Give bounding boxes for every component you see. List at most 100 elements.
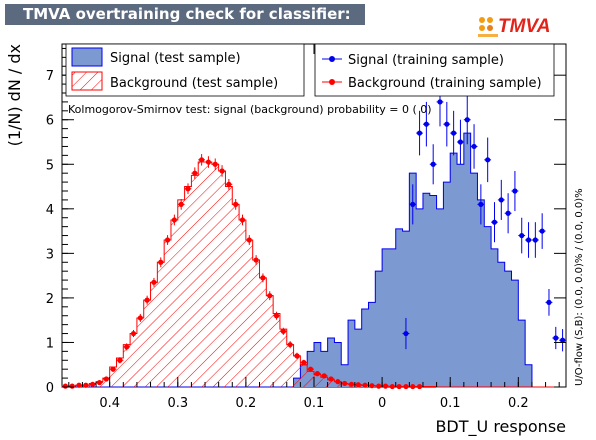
signal-train-point	[451, 130, 457, 136]
x-tick-label: 0.2	[236, 396, 257, 411]
background-train-point	[335, 379, 341, 385]
background-train-point	[233, 201, 239, 207]
signal-train-point	[464, 117, 470, 123]
signal-train-point	[430, 161, 436, 167]
background-train-point	[396, 383, 402, 390]
background-train-point	[362, 382, 368, 388]
background-train-point	[342, 380, 348, 387]
legend-swatch-background-test	[71, 71, 103, 91]
background-train-point	[416, 383, 423, 390]
background-train-point	[69, 383, 75, 389]
tmva-logo-icon	[478, 17, 498, 37]
background-train-point	[117, 357, 123, 363]
signal-train-point	[532, 237, 538, 243]
background-train-point	[164, 237, 171, 243]
background-train-point	[151, 279, 157, 285]
legend-label-signal-train: Signal (training sample)	[348, 53, 504, 68]
x-tick-label: 0.2	[508, 396, 529, 411]
signal-train-point	[519, 232, 525, 239]
background-train-point	[96, 379, 103, 386]
background-train-point	[314, 371, 321, 377]
background-train-point	[246, 237, 252, 243]
signal-train-point	[410, 201, 416, 207]
legend-label-signal-test: Signal (test sample)	[110, 51, 241, 66]
background-train-point	[389, 383, 395, 390]
background-train-point	[185, 186, 191, 192]
background-train-point	[287, 342, 293, 348]
signal-train-point	[403, 330, 409, 337]
signal-train-point	[444, 121, 450, 127]
x-tick-label: 0.3	[167, 396, 188, 411]
signal-test-histogram-fill	[62, 133, 566, 387]
background-train-point	[260, 275, 266, 281]
legend-marker-background-train	[329, 79, 335, 85]
background-train-point	[205, 159, 212, 165]
background-train-point	[239, 217, 246, 223]
background-train-point	[294, 353, 300, 359]
background-train-point	[403, 383, 409, 390]
signal-train-point	[416, 130, 423, 136]
background-train-point	[328, 376, 334, 382]
x-tick-label: 0.1	[440, 396, 461, 411]
axes: 0.4 0.3 0.2 0.1 0 0.1 0.2 0 1 2 3 4 5 6 7	[46, 44, 566, 411]
signal-train-point	[478, 201, 484, 207]
signal-train-point	[437, 99, 443, 105]
signal-train-point	[539, 228, 545, 234]
legend-marker-signal-train	[329, 56, 335, 62]
plot-title: TMVA overtraining check for classifier: …	[5, 4, 365, 44]
legend-swatch-signal-test	[71, 47, 103, 67]
signal-train-point	[505, 210, 511, 216]
background-train-point	[192, 170, 198, 176]
background-train-point	[130, 330, 137, 337]
background-train-point	[301, 359, 307, 366]
background-train-point	[62, 383, 69, 389]
y-tick-label: 3	[46, 247, 54, 262]
signal-train-point	[559, 337, 566, 343]
background-test-histogram-fill	[62, 162, 566, 387]
y-tick-label: 5	[46, 158, 54, 173]
background-train-point	[144, 297, 150, 303]
legend-label-background-train: Background (training sample)	[348, 76, 542, 91]
background-train-point	[321, 373, 327, 379]
background-train-point	[199, 157, 205, 163]
signal-train-point	[491, 219, 498, 225]
background-train-point	[280, 328, 286, 334]
background-train-point	[226, 181, 232, 187]
legend-right: Signal (training sample) Background (tra…	[314, 43, 555, 97]
signal-train-point	[553, 335, 559, 341]
signal-train-point	[525, 237, 532, 243]
x-tick-label: 0	[378, 396, 386, 411]
background-train-point	[212, 161, 218, 167]
x-axis-label: BDT_U response	[435, 417, 566, 437]
background-train-point	[267, 293, 273, 299]
y-tick-label: 4	[46, 203, 54, 218]
background-train-point	[83, 382, 89, 388]
background-train-point	[137, 315, 143, 321]
background-train-point	[355, 382, 361, 388]
background-train-point	[369, 383, 375, 389]
signal-train-point	[498, 197, 504, 203]
signal-train-point	[512, 188, 518, 194]
x-tick-label: 0.1	[304, 396, 325, 411]
background-train-point	[273, 313, 280, 319]
background-train-point	[307, 366, 314, 372]
signal-train-point	[546, 299, 552, 305]
background-train-point	[178, 201, 184, 207]
signal-train-point	[471, 143, 477, 150]
legend-label-background-test: Background (test sample)	[110, 76, 278, 91]
x-tick-label: 0.4	[99, 396, 120, 411]
tmva-logo-text: TMVA	[498, 16, 550, 37]
background-train-point	[410, 383, 416, 390]
background-train-point	[90, 381, 96, 387]
background-train-point	[253, 257, 259, 263]
y-tick-label: 1	[46, 336, 54, 351]
background-train-point	[76, 382, 82, 388]
background-train-point	[376, 383, 382, 389]
background-train-point	[158, 259, 164, 265]
tmva-logo: TMVA	[478, 16, 550, 37]
signal-train-point	[423, 121, 429, 127]
y-tick-label: 6	[46, 114, 54, 129]
y-axis-label: (1/N) dN / dx	[5, 44, 24, 146]
signal-train-point	[457, 139, 464, 145]
